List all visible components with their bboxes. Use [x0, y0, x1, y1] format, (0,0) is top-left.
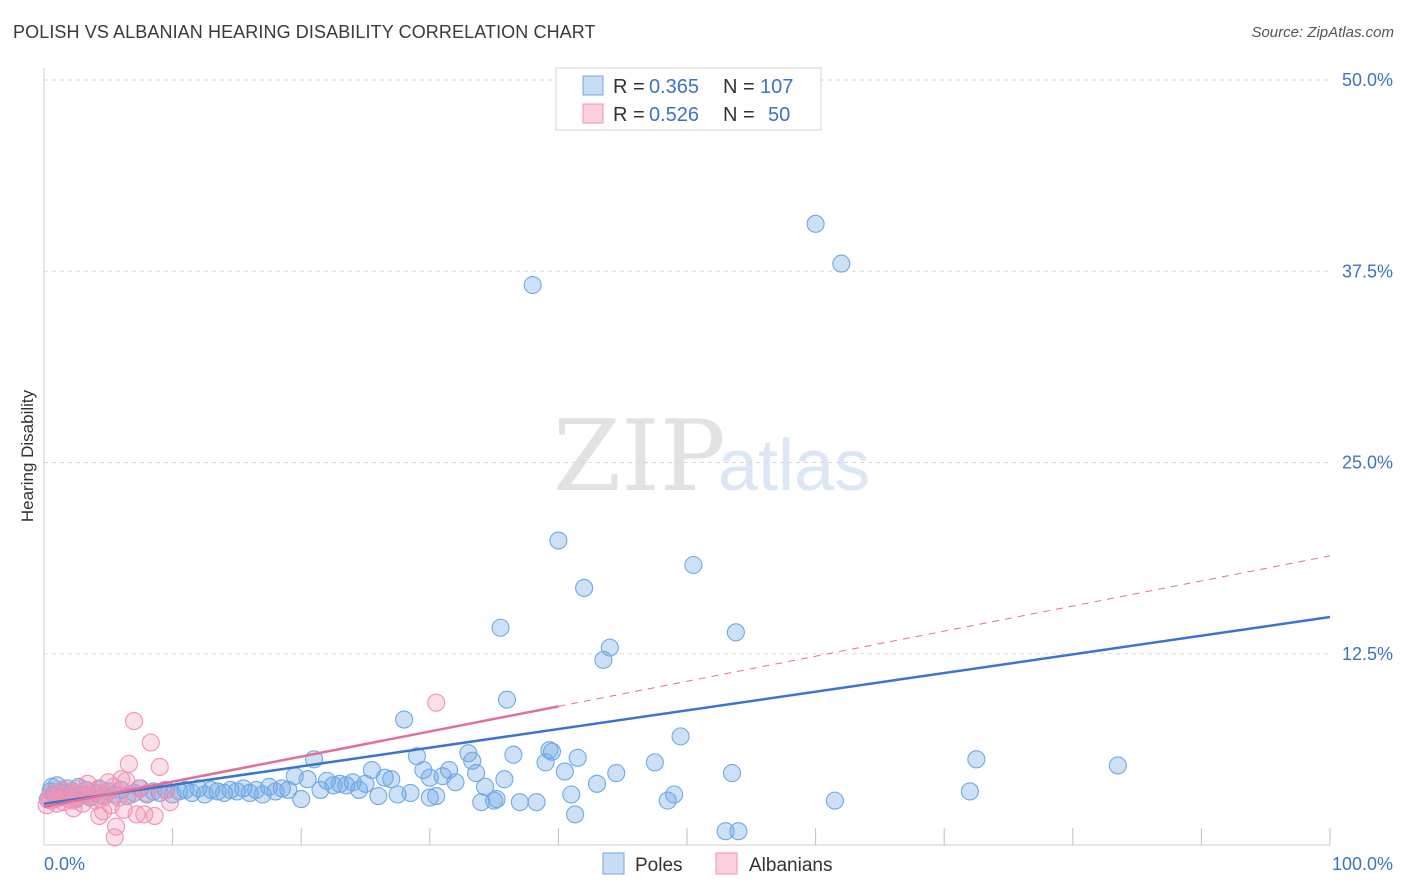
legend-swatch-poles [582, 75, 604, 96]
y-tick-labels: 12.5% 25.0% 37.5% 50.0% [1342, 70, 1393, 664]
poles-point-107 [806, 214, 825, 233]
poles-point-102 [665, 785, 684, 804]
watermark-zip: ZIP [553, 400, 726, 514]
x-tick-labels: 0.0% 100.0% [44, 854, 1393, 874]
legend-r-label-albanians: R = [613, 104, 645, 126]
watermark: ZIP atlas [553, 400, 870, 514]
poles-point-78 [476, 777, 495, 796]
x-tick-label-0: 0.0% [44, 854, 85, 874]
poles-point-68 [414, 760, 433, 780]
legend-n-value-albanians: 50 [768, 104, 790, 126]
trend-lines [43, 555, 1331, 808]
poles-point-92 [562, 785, 581, 804]
albanians-point-46 [427, 693, 446, 712]
poles-point-76 [467, 764, 486, 783]
watermark-atlas: atlas [718, 426, 870, 506]
poles-point-94 [568, 748, 587, 767]
poles-point-80 [491, 618, 510, 637]
legend-r-value-poles: 0.365 [649, 76, 699, 98]
poles-point-81 [495, 770, 514, 789]
poles-point-114 [729, 822, 748, 841]
albanians-point-41 [141, 733, 160, 752]
poles-point-103 [671, 727, 690, 746]
y-tick-label-0: 12.5% [1342, 644, 1393, 664]
poles-point-116 [420, 788, 439, 807]
poles-point-96 [587, 774, 607, 793]
legend-n-value-poles: 107 [760, 76, 793, 98]
albanians-point-36 [124, 712, 144, 731]
poles-point-86 [527, 793, 546, 812]
poles-trend-line [43, 615, 1331, 805]
poles-point-89 [542, 742, 562, 761]
poles-point-91 [555, 762, 574, 781]
poles-point-46 [272, 779, 291, 798]
albanians-point-37 [127, 805, 146, 824]
albanians-point-42 [145, 806, 164, 825]
poles-point-109 [832, 254, 851, 273]
poles-point-82 [497, 690, 517, 709]
y-axis-label: Hearing Disability [18, 389, 37, 522]
albanians-point-47 [90, 806, 109, 825]
poles-point-66 [401, 783, 420, 803]
legend-n-label-poles: N = [723, 76, 755, 98]
poles-point-84 [510, 793, 529, 812]
poles-point-99 [607, 764, 626, 783]
x-tick-label-1: 100.0% [1332, 854, 1393, 874]
axes [43, 68, 1331, 846]
stats-legend: R = 0.365 N = 107 R = 0.526 N = 50 [555, 67, 822, 131]
poles-point-65 [395, 710, 414, 729]
poles-point-85 [523, 275, 542, 295]
poles-point-63 [382, 770, 401, 789]
y-tick-label-3: 50.0% [1342, 70, 1393, 90]
bottom-legend-label-poles: Poles [635, 855, 683, 876]
y-tick-label-1: 25.0% [1342, 453, 1393, 473]
albanians-trend-extension [558, 555, 1331, 707]
poles-point-113 [716, 822, 735, 841]
source-note: Source: ZipAtlas.com [1251, 24, 1394, 41]
albanians-points [37, 693, 446, 847]
poles-point-70 [427, 786, 446, 806]
poles-point-61 [369, 786, 388, 806]
poles-point-112 [1108, 756, 1127, 775]
albanians-point-34 [119, 754, 138, 773]
chart-title: POLISH VS ALBANIAN HEARING DISABILITY CO… [13, 22, 596, 42]
bottom-legend-swatch-albanians [715, 852, 738, 875]
poles-point-100 [645, 753, 664, 772]
legend-r-label-poles: R = [613, 76, 645, 98]
bottom-legend-swatch-poles [602, 852, 625, 875]
poles-point-83 [504, 745, 523, 764]
poles-point-54 [324, 776, 343, 795]
poles-point-111 [967, 750, 986, 769]
poles-point-93 [566, 805, 585, 824]
poles-point-73 [446, 773, 465, 792]
poles-point-95 [575, 578, 594, 598]
legend-swatch-albanians [582, 103, 604, 124]
poles-point-49 [292, 790, 311, 809]
albanians-point-45 [160, 793, 180, 812]
albanians-trend-line [43, 705, 559, 808]
legend-r-value-albanians: 0.526 [649, 104, 699, 126]
y-tick-label-2: 37.5% [1342, 261, 1393, 281]
poles-point-110 [960, 782, 979, 801]
bottom-legend-label-albanians: Albanians [749, 855, 832, 876]
series-legend: Poles Albanians [602, 852, 832, 876]
poles-point-105 [722, 764, 742, 783]
legend-n-label-albanians: N = [723, 104, 755, 126]
poles-points [38, 214, 1127, 841]
poles-point-50 [298, 770, 317, 789]
albanians-point-43 [150, 757, 169, 777]
poles-point-104 [684, 555, 703, 575]
poles-point-98 [600, 638, 619, 657]
albanians-point-48 [105, 828, 124, 847]
poles-point-106 [726, 623, 745, 642]
poles-point-115 [487, 790, 506, 809]
poles-point-90 [549, 531, 568, 550]
poles-point-62 [375, 768, 394, 787]
poles-point-108 [825, 791, 844, 810]
